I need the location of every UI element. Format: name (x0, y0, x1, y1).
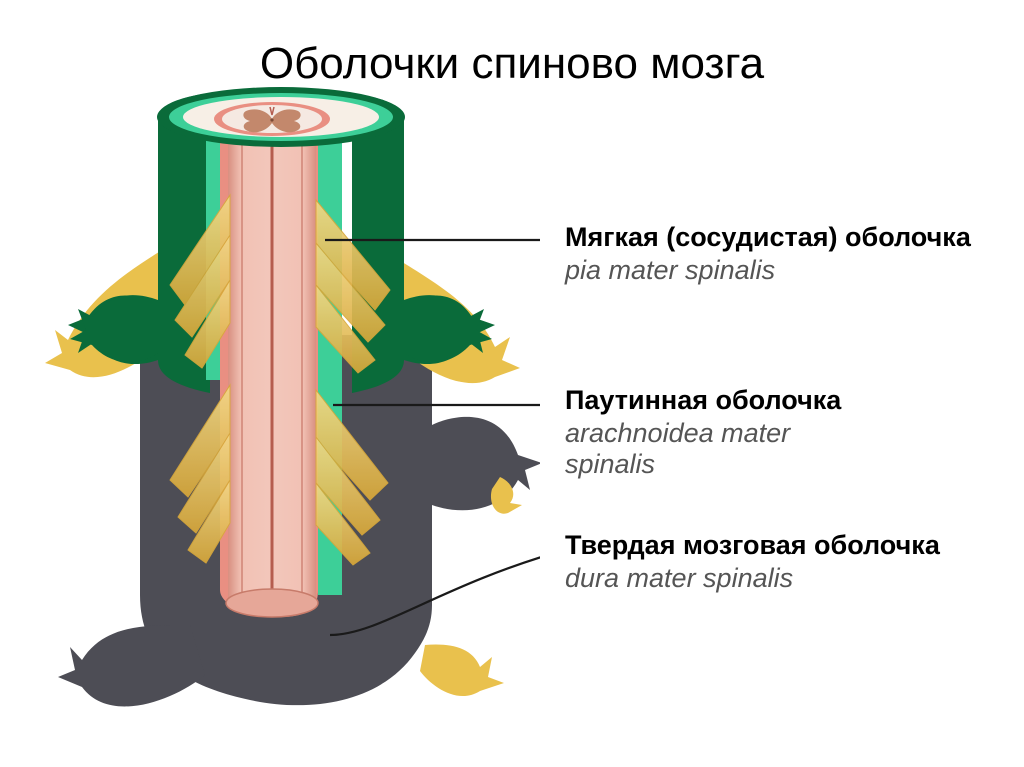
spinal-cord-diagram (20, 85, 540, 725)
label-arachnoid-main: Паутинная оболочка (565, 385, 841, 416)
label-pia-latin: pia mater spinalis (565, 255, 971, 286)
cross-section-top (157, 87, 405, 147)
label-dura-latin: dura mater spinalis (565, 563, 940, 594)
pia-and-cord (220, 125, 318, 617)
label-dura-main: Твердая мозговая оболочка (565, 530, 940, 561)
label-pia-main: Мягкая (сосудистая) оболочка (565, 222, 971, 253)
label-arachnoid-latin: arachnoidea mater spinalis (565, 418, 841, 480)
label-arachnoid: Паутинная оболочка arachnoidea mater spi… (565, 385, 841, 480)
label-dura: Твердая мозговая оболочка dura mater spi… (565, 530, 940, 594)
label-pia: Мягкая (сосудистая) оболочка pia mater s… (565, 222, 971, 286)
page-title: Оболочки спиново мозга (0, 39, 1024, 89)
